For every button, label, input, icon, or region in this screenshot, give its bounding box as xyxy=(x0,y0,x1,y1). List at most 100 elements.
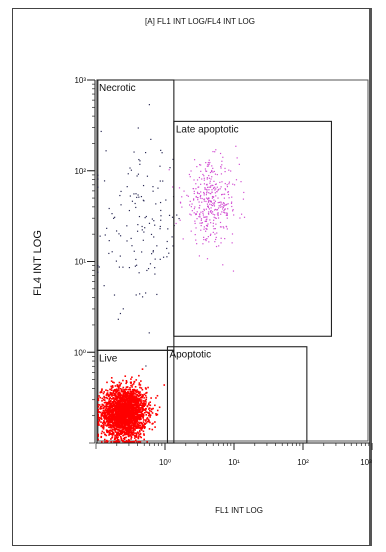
event-point xyxy=(125,431,128,433)
event-point xyxy=(112,394,114,396)
event-point xyxy=(112,424,114,426)
event-point xyxy=(203,236,205,238)
event-point xyxy=(121,439,123,441)
event-point xyxy=(205,220,208,222)
event-point xyxy=(114,404,117,407)
event-point xyxy=(119,403,121,406)
event-point xyxy=(147,418,150,421)
event-point xyxy=(150,138,152,140)
event-point xyxy=(120,408,123,411)
event-point xyxy=(125,436,127,439)
event-point xyxy=(154,224,156,226)
event-point xyxy=(211,212,213,214)
event-point xyxy=(191,210,193,212)
event-point xyxy=(155,203,157,205)
event-point xyxy=(133,403,135,406)
event-point xyxy=(116,439,119,441)
event-point xyxy=(110,403,112,405)
event-point xyxy=(159,180,161,182)
event-point xyxy=(200,219,202,221)
event-point xyxy=(135,396,137,398)
event-point xyxy=(220,213,222,215)
event-point xyxy=(99,396,102,399)
event-point xyxy=(107,422,109,425)
event-point xyxy=(206,218,208,220)
event-point xyxy=(134,429,136,431)
event-point xyxy=(194,206,196,208)
event-point xyxy=(141,415,143,418)
event-point xyxy=(121,400,123,402)
event-point xyxy=(231,210,234,212)
event-point xyxy=(125,396,127,398)
event-point xyxy=(100,441,103,443)
event-point xyxy=(130,432,132,435)
event-point xyxy=(103,412,106,414)
event-point xyxy=(119,424,122,427)
event-point xyxy=(137,414,140,416)
event-point xyxy=(199,214,201,216)
event-point xyxy=(224,188,226,190)
event-point xyxy=(130,405,133,408)
event-point xyxy=(135,379,138,381)
event-point xyxy=(142,416,144,418)
event-point xyxy=(115,440,118,442)
event-point xyxy=(115,230,118,232)
event-point xyxy=(139,397,142,399)
event-point xyxy=(121,424,124,427)
event-point xyxy=(118,381,121,384)
event-point xyxy=(121,388,123,391)
event-point xyxy=(141,426,144,428)
event-point xyxy=(154,273,156,275)
event-point xyxy=(136,405,138,408)
event-point xyxy=(148,402,150,405)
event-point xyxy=(115,388,117,391)
event-point xyxy=(212,222,214,224)
event-point xyxy=(200,164,202,166)
event-point xyxy=(110,387,113,389)
event-point xyxy=(134,418,137,421)
event-point xyxy=(101,413,103,416)
event-point xyxy=(108,405,110,408)
event-point xyxy=(210,210,212,213)
event-point xyxy=(183,190,185,192)
event-point xyxy=(103,391,105,393)
event-point xyxy=(155,412,157,415)
event-point xyxy=(203,209,206,211)
event-point xyxy=(100,421,102,423)
event-point xyxy=(138,418,141,421)
event-point xyxy=(118,415,120,417)
event-point xyxy=(111,412,114,414)
event-point xyxy=(133,397,136,400)
event-point xyxy=(123,406,126,408)
event-point xyxy=(221,211,223,213)
event-point xyxy=(130,415,133,418)
event-point xyxy=(130,425,132,428)
event-point xyxy=(218,205,220,207)
event-point xyxy=(235,145,237,147)
event-point xyxy=(111,395,113,397)
event-point xyxy=(107,414,109,416)
event-point xyxy=(112,391,115,394)
event-point xyxy=(143,403,145,405)
event-point xyxy=(147,420,150,423)
event-point xyxy=(98,266,100,268)
event-point xyxy=(112,405,115,408)
event-point xyxy=(190,206,192,208)
event-point xyxy=(169,167,171,169)
event-point xyxy=(113,389,116,391)
event-point xyxy=(127,429,130,431)
event-point xyxy=(187,195,189,197)
event-point xyxy=(129,394,131,397)
event-point xyxy=(152,251,154,253)
event-point xyxy=(167,228,169,230)
event-point xyxy=(135,206,137,209)
event-point xyxy=(153,236,155,238)
event-point xyxy=(214,186,216,188)
event-point xyxy=(97,271,99,273)
event-point xyxy=(208,241,210,243)
event-point xyxy=(225,204,227,206)
event-point xyxy=(141,427,144,429)
event-point xyxy=(147,403,150,406)
event-point xyxy=(107,409,109,411)
event-point xyxy=(152,186,154,188)
